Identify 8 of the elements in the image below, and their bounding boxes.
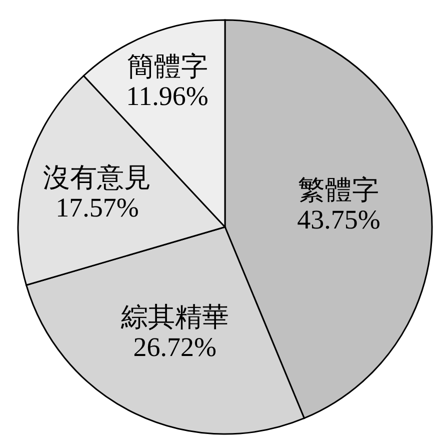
slice-label: 綜其精華 — [120, 302, 229, 332]
slice-label: 沒有意見 — [43, 162, 152, 193]
slice-label: 繁體字 — [298, 174, 380, 205]
data-label: 43.75% — [297, 204, 380, 235]
data-label: 26.72% — [133, 332, 217, 362]
slice-label: 簡體字 — [126, 51, 208, 82]
data-label: 17.57% — [56, 192, 139, 222]
data-label: 11.96% — [126, 80, 208, 111]
